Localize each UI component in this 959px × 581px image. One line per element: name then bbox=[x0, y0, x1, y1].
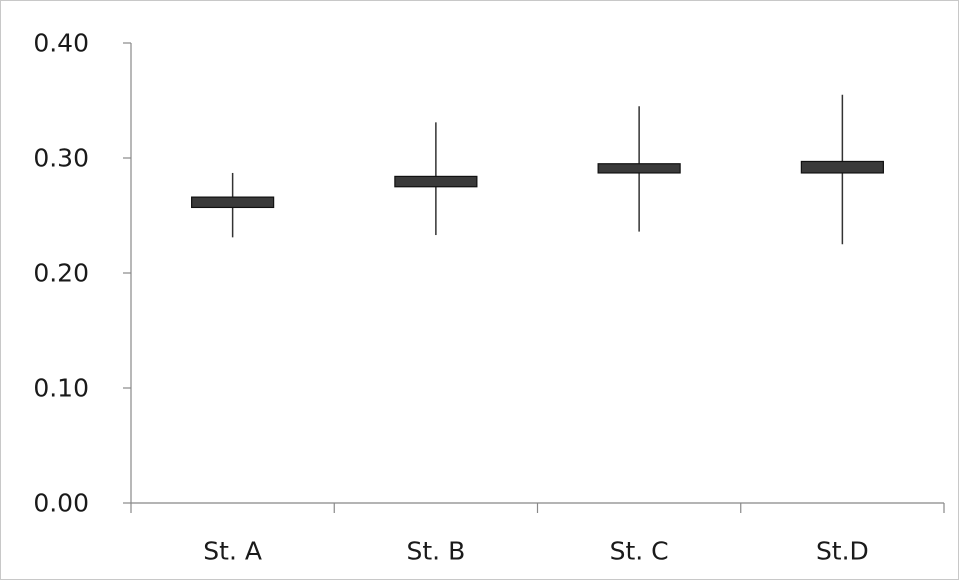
box bbox=[800, 160, 884, 174]
y-tick-label: 0.40 bbox=[33, 29, 89, 58]
axes bbox=[123, 42, 945, 513]
x-tick-label: St. A bbox=[203, 537, 262, 566]
x-axis-tick-labels: St. A St. B St. C St.D bbox=[203, 537, 869, 566]
y-tick-label: 0.30 bbox=[33, 144, 89, 173]
y-tick-label: 0.20 bbox=[33, 259, 89, 288]
x-tick-label: St. B bbox=[407, 537, 466, 566]
boxes bbox=[191, 160, 884, 209]
box bbox=[191, 196, 275, 209]
y-tick-label: 0.00 bbox=[33, 489, 89, 518]
whiskers bbox=[231, 94, 844, 245]
x-tick-label: St. C bbox=[610, 537, 669, 566]
y-tick-label: 0.10 bbox=[33, 374, 89, 403]
x-tick-label: St.D bbox=[816, 537, 869, 566]
y-axis-tick-labels: 0.00 0.10 0.20 0.30 0.40 bbox=[33, 29, 89, 518]
box bbox=[597, 163, 681, 174]
box bbox=[394, 175, 478, 188]
